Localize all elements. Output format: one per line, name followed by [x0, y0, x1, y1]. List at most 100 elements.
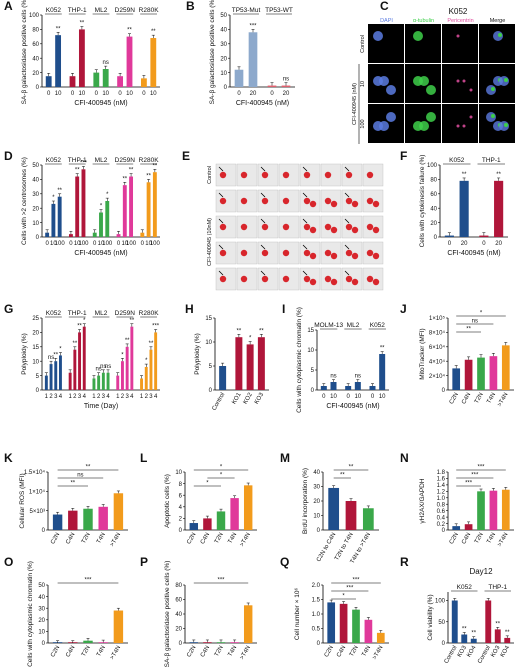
x-tick-label: 20: [283, 91, 290, 97]
significance-label: ns: [48, 355, 54, 361]
bar: [140, 232, 145, 237]
bar: [345, 386, 352, 390]
x-tick-label: 0: [371, 394, 375, 400]
bracket-label: ***: [465, 481, 473, 487]
x-tick-label: KO3: [254, 391, 266, 405]
panel-letter: A: [4, 0, 13, 13]
bracket-label: ***: [217, 578, 225, 584]
x-tick-label: 1: [116, 394, 120, 400]
y-tick-label: 1.0: [437, 496, 446, 502]
x-tick-label: 10: [98, 241, 105, 247]
bar: [144, 366, 148, 390]
bar: [369, 386, 376, 390]
y-tick-label: 1.8: [437, 470, 446, 476]
significance-label: ns: [105, 364, 111, 370]
group-label: THP-1: [488, 584, 507, 591]
nucleus: [345, 223, 353, 231]
panel-letter: F: [400, 149, 407, 163]
panel-letter: J: [400, 302, 407, 316]
bar: [69, 76, 76, 87]
significance-label: **: [237, 328, 242, 334]
x-tick-label: KO4: [500, 644, 512, 658]
x-tick-label: 1: [140, 394, 144, 400]
bar: [129, 176, 134, 237]
y-tick-label: 80: [32, 28, 39, 34]
significance-label: **: [73, 341, 78, 347]
nucleus: [303, 171, 311, 179]
x-tick-label: 3: [102, 394, 106, 400]
bar: [216, 642, 226, 643]
bar: [83, 508, 93, 530]
nucleus: [219, 249, 227, 257]
x-tick-label: 4: [154, 394, 158, 400]
x-tick-label: 4: [130, 394, 134, 400]
y-tick-label: 0: [442, 641, 446, 647]
y-tick-label: 100: [435, 599, 446, 605]
bar: [51, 203, 56, 237]
cell-blob: [373, 31, 383, 41]
bar: [352, 609, 360, 643]
panel-C: C K052 DAPI α-tubulin Pericentrin Merge Contro…: [352, 0, 515, 144]
y-tick-label: 50: [220, 13, 227, 19]
arrow-indicator: [344, 192, 350, 198]
bar: [362, 508, 374, 530]
nucleus: [309, 278, 317, 286]
y-tick-label: 50: [32, 163, 39, 169]
arrow-indicator: [302, 218, 308, 224]
bar: [330, 382, 337, 390]
panel-letter: B: [186, 0, 195, 13]
panel-letter: H: [185, 302, 194, 316]
arrow-indicator: [260, 244, 266, 250]
cell-blob: [456, 34, 460, 38]
x-tick-label: 0: [322, 394, 326, 400]
x-tick-label: 2: [121, 394, 125, 400]
nucleus: [240, 197, 248, 205]
x-tick-label: T4N: [361, 645, 372, 658]
arrow-indicator: [260, 192, 266, 198]
x-axis-label: Time (Day): [84, 403, 118, 410]
y-axis-label: SA-β galactosidase positive cells (%): [164, 561, 171, 668]
x-tick-label: 10: [379, 394, 386, 400]
bar: [452, 526, 461, 530]
bar: [150, 38, 157, 87]
bar: [92, 378, 96, 390]
bracket-label: **: [349, 465, 354, 471]
x-tick-label: 0: [71, 91, 75, 97]
y-axis-label: Polyploidy (%): [194, 333, 201, 375]
bar: [106, 372, 110, 390]
significance-label: **: [462, 172, 467, 178]
panel-title: K052: [449, 7, 468, 16]
group-label: ML2: [95, 310, 108, 317]
y-tick-label: 20: [430, 221, 437, 227]
y-tick-label: 4×10⁴: [429, 358, 446, 365]
bar: [55, 35, 62, 87]
x-tick-label: >T4N: [110, 532, 123, 548]
significance-label: *: [100, 204, 103, 210]
y-tick-label: 80: [430, 178, 437, 184]
bar: [267, 85, 277, 87]
bar: [485, 600, 492, 643]
arrow-indicator: [344, 166, 350, 172]
bar: [73, 349, 77, 390]
x-tick-label: 0: [69, 241, 73, 247]
x-tick-label: C2N: [50, 645, 61, 658]
x-tick-label: 0: [346, 394, 350, 400]
cell-blob: [419, 76, 429, 86]
y-tick-label: 10: [205, 340, 212, 346]
x-tick-label: 100: [126, 241, 137, 247]
group-label: K052: [457, 584, 473, 591]
bar: [320, 386, 327, 390]
bar: [92, 232, 97, 237]
bar: [102, 69, 109, 87]
panel-L: L 0 2 4 6 8 10 Apoptotic cells (%) C2N C4N T2N T4N >…: [140, 451, 257, 548]
panel-N: N 00.20.40.60.81.01.21.41.61.8 γH2AX/GAPDH…: [400, 451, 514, 548]
significance-label: ***: [80, 160, 88, 166]
bar: [83, 640, 93, 643]
y-tick-label: 80: [175, 583, 182, 589]
significance-label: **: [149, 341, 154, 347]
